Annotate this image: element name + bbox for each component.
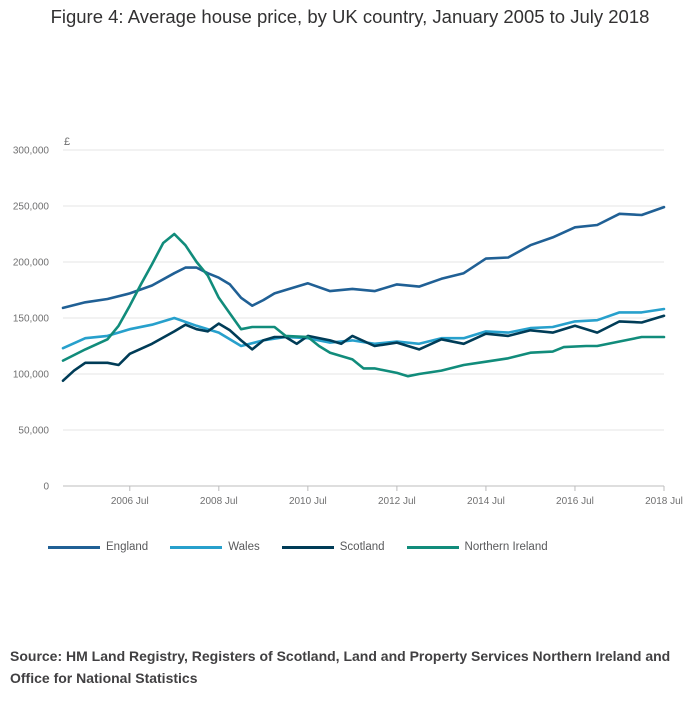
- y-tick-label: 200,000: [13, 258, 50, 269]
- legend: England Wales Scotland Northern Ireland: [48, 541, 570, 553]
- legend-label: Northern Ireland: [464, 541, 548, 553]
- y-tick-label: 50,000: [18, 426, 49, 437]
- line-chart: 0 50,000 100,000 150,000 200,000 250,000 300,0…: [13, 136, 683, 507]
- legend-label: England: [106, 541, 149, 553]
- series-lines: [61, 205, 666, 382]
- x-tick-label: 2012 Jul: [378, 496, 416, 507]
- y-axis: 0 50,000 100,000 150,000 200,000 250,000 300,0…: [13, 146, 50, 493]
- y-tick-label: 250,000: [13, 202, 50, 213]
- legend-item-northern-ireland: Northern Ireland: [406, 541, 548, 553]
- x-tick-label: 2018 Jul: [645, 496, 683, 507]
- x-axis: 2006 Jul 2008 Jul 2010 Jul 2012 Jul 2014 Jul…: [111, 486, 683, 507]
- legend-swatch: [48, 545, 100, 549]
- y-tick-label: 100,000: [13, 370, 50, 381]
- legend-item-england: England: [48, 541, 148, 553]
- legend-swatch: [281, 545, 334, 549]
- y-tick-label: 150,000: [13, 314, 50, 325]
- y-axis-unit-label: £: [64, 136, 70, 148]
- legend-item-scotland: Scotland: [281, 541, 385, 553]
- y-tick-label: 0: [43, 482, 49, 493]
- x-tick-label: 2008 Jul: [200, 496, 238, 507]
- series-line-northern-ireland: [61, 232, 666, 378]
- x-tick-label: 2014 Jul: [467, 496, 505, 507]
- series-line-scotland: [61, 314, 666, 382]
- legend-label: Wales: [228, 541, 260, 553]
- chart-title: Figure 4: Average house price, by UK cou…: [50, 6, 650, 27]
- x-tick-label: 2010 Jul: [289, 496, 327, 507]
- gridlines: [63, 149, 664, 487]
- legend-label: Scotland: [339, 541, 385, 553]
- series-line-england: [61, 205, 666, 310]
- x-tick-label: 2016 Jul: [556, 496, 594, 507]
- legend-item-wales: Wales: [170, 541, 260, 553]
- y-tick-label: 300,000: [13, 146, 50, 157]
- legend-swatch: [406, 545, 459, 549]
- legend-swatch: [170, 545, 223, 549]
- x-tick-label: 2006 Jul: [111, 496, 149, 507]
- source-note: Source: HM Land Registry, Registers of S…: [10, 648, 671, 686]
